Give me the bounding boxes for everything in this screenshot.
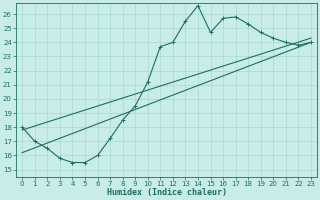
X-axis label: Humidex (Indice chaleur): Humidex (Indice chaleur) — [107, 188, 227, 197]
